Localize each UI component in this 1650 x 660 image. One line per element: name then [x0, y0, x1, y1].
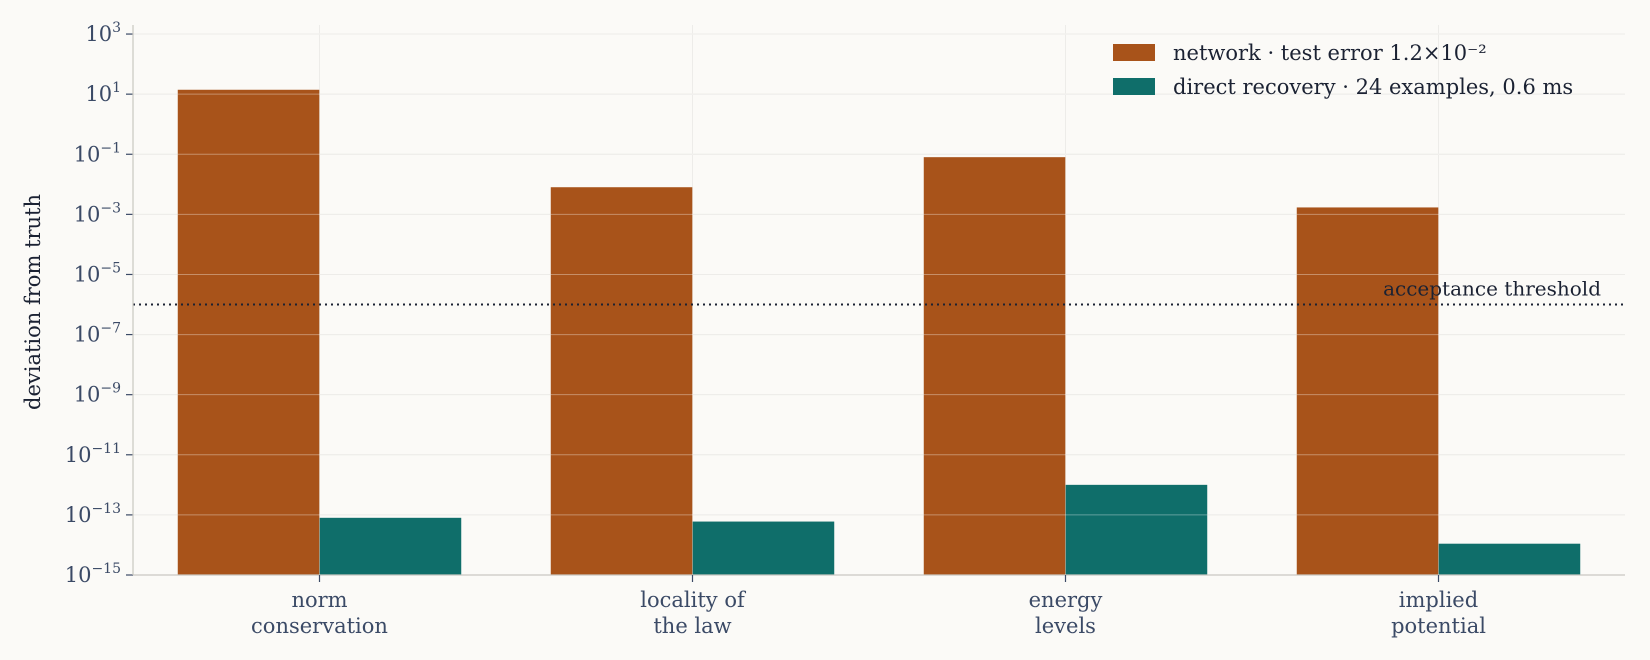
bar-network	[1296, 207, 1439, 575]
bars	[133, 25, 1625, 576]
bar-direct-recovery	[319, 517, 462, 575]
x-tick-label: implied potential	[1391, 588, 1486, 638]
y-tick-label: 10−5	[74, 260, 121, 286]
legend-swatch	[1113, 78, 1155, 95]
y-tick-label: 10−15	[65, 561, 121, 587]
y-ticks: 103 101 10−1 10−3 10−5 10−7 10−9 10−11 10−13 10−1…	[65, 20, 121, 587]
y-tick-label: 10−3	[74, 200, 121, 226]
y-axis-label: deviation from truth	[21, 194, 45, 410]
x-tick-label: norm conservation	[251, 588, 388, 638]
threshold-label: acceptance threshold	[1383, 277, 1601, 301]
bar-direct-recovery	[1065, 484, 1208, 575]
bar-network	[550, 187, 693, 575]
x-tick-label: locality of the law	[640, 588, 747, 638]
legend: network · test error 1.2×10⁻² direct reco…	[1113, 41, 1573, 99]
bar-direct-recovery	[692, 521, 835, 575]
y-tick-label: 10−9	[74, 381, 121, 407]
legend-swatch	[1113, 44, 1155, 61]
y-tick-label: 10−11	[65, 441, 121, 467]
y-tick-label: 10−1	[74, 140, 121, 166]
x-ticks: norm conservation locality of the law energy…	[251, 588, 1486, 638]
bar-direct-recovery	[1438, 543, 1581, 575]
y-tick-label: 103	[85, 20, 121, 46]
axes	[126, 25, 1625, 582]
threshold: acceptance threshold	[133, 277, 1625, 306]
y-tick-label: 10−13	[65, 501, 121, 527]
bar-network	[177, 89, 320, 575]
legend-entry: network · test error 1.2×10⁻²	[1173, 41, 1487, 65]
bar-network	[923, 157, 1066, 575]
y-tick-label: 10−7	[74, 321, 121, 347]
x-tick-label: energy levels	[1029, 588, 1103, 638]
legend-entry: direct recovery · 24 examples, 0.6 ms	[1173, 75, 1573, 99]
y-tick-label: 101	[85, 80, 121, 106]
